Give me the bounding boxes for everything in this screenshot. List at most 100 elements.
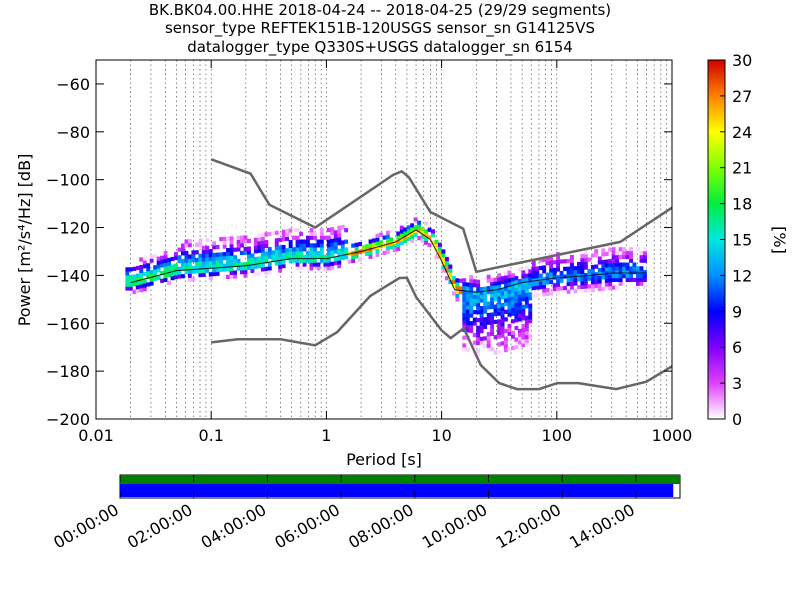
psd-cell bbox=[424, 236, 428, 241]
psd-cell bbox=[524, 296, 529, 301]
psd-cell bbox=[260, 263, 265, 268]
psd-cell bbox=[490, 304, 494, 310]
psd-cell bbox=[354, 242, 359, 247]
psd-cell bbox=[368, 250, 373, 255]
psd-cell bbox=[469, 321, 474, 326]
psd-cell bbox=[500, 322, 505, 327]
psd-cell bbox=[170, 256, 175, 262]
psd-cell bbox=[309, 262, 314, 267]
psd-cell bbox=[264, 259, 269, 264]
psd-cell bbox=[556, 275, 560, 280]
psd-cell bbox=[146, 274, 151, 279]
psd-cell bbox=[497, 292, 501, 297]
psd-cell bbox=[570, 285, 574, 290]
psd-cell bbox=[174, 252, 178, 257]
psd-cell bbox=[208, 260, 213, 265]
psd-cell bbox=[535, 266, 540, 271]
psd-cell bbox=[319, 251, 324, 256]
psd-cell bbox=[174, 267, 178, 272]
psd-cell bbox=[597, 275, 602, 280]
psd-cell bbox=[243, 269, 248, 274]
psd-cell bbox=[639, 251, 644, 256]
psd-cell bbox=[545, 257, 550, 262]
psd-cell bbox=[566, 278, 571, 283]
psd-cell bbox=[462, 308, 467, 313]
psd-cell bbox=[583, 265, 588, 270]
colorbar-tick-label: 15 bbox=[732, 231, 752, 250]
psd-cell bbox=[573, 277, 578, 282]
psd-cell bbox=[511, 292, 515, 297]
psd-cell bbox=[184, 266, 189, 271]
psd-cell bbox=[521, 327, 526, 332]
psd-cell bbox=[208, 256, 213, 262]
psd-cell bbox=[563, 266, 567, 271]
psd-cell bbox=[524, 292, 529, 297]
psd-cell bbox=[403, 235, 408, 240]
psd-cell bbox=[483, 305, 488, 310]
y-tick-label: −100 bbox=[46, 171, 90, 190]
psd-cell bbox=[434, 255, 439, 260]
psd-cell bbox=[493, 304, 498, 309]
psd-cell bbox=[517, 298, 522, 303]
psd-cell bbox=[528, 292, 533, 297]
x-tick-label: 0.01 bbox=[78, 426, 114, 445]
psd-cell bbox=[465, 316, 470, 321]
psd-cell bbox=[212, 272, 217, 277]
psd-cell bbox=[507, 324, 512, 329]
psd-cell bbox=[309, 266, 314, 271]
psd-cell bbox=[511, 284, 515, 289]
psd-cell bbox=[465, 309, 470, 314]
psd-cell bbox=[288, 255, 293, 260]
psd-cell bbox=[187, 269, 192, 274]
psd-cell bbox=[243, 262, 248, 267]
psd-cell bbox=[528, 280, 533, 285]
psd-cell bbox=[549, 272, 554, 277]
psd-cell bbox=[594, 276, 599, 281]
psd-cell bbox=[382, 250, 387, 255]
psd-cell bbox=[531, 270, 536, 275]
psd-cell bbox=[587, 276, 592, 281]
psd-cell bbox=[517, 309, 522, 314]
psd-cell bbox=[313, 247, 317, 252]
psd-cell bbox=[333, 245, 338, 250]
psd-cell bbox=[615, 262, 620, 267]
psd-cell bbox=[431, 240, 435, 245]
psd-cell bbox=[319, 258, 324, 263]
colorbar-tick-label: 6 bbox=[732, 338, 742, 357]
psd-cell bbox=[316, 251, 321, 256]
psd-cell bbox=[247, 238, 251, 243]
psd-cell bbox=[424, 221, 428, 226]
psd-cell bbox=[156, 268, 161, 273]
psd-cell bbox=[417, 224, 422, 229]
psd-cell bbox=[424, 229, 428, 234]
psd-cell bbox=[531, 266, 536, 272]
psd-cell bbox=[465, 305, 470, 310]
psd-cell bbox=[201, 257, 206, 262]
psd-cell bbox=[486, 301, 491, 306]
psd-cell bbox=[191, 250, 196, 255]
psd-cell bbox=[299, 243, 303, 248]
psd-cell bbox=[219, 263, 224, 268]
psd-cell bbox=[580, 254, 585, 259]
psd-cell bbox=[396, 246, 401, 251]
psd-cell bbox=[521, 308, 526, 313]
psd-cell bbox=[149, 273, 154, 278]
psd-cell bbox=[493, 350, 498, 355]
psd-cell bbox=[281, 256, 286, 261]
psd-cell bbox=[160, 259, 164, 264]
psd-cell bbox=[552, 267, 557, 272]
psd-cell bbox=[611, 285, 616, 290]
psd-cell bbox=[566, 258, 571, 264]
psd-cell bbox=[243, 273, 248, 278]
psd-cell bbox=[608, 262, 613, 268]
psd-cell bbox=[514, 341, 519, 346]
psd-cell bbox=[517, 286, 522, 291]
psd-cell bbox=[500, 303, 505, 308]
psd-cell bbox=[236, 247, 241, 252]
psd-cell bbox=[424, 240, 428, 245]
time-tick-label: 00:00:00 bbox=[50, 500, 122, 552]
psd-cell bbox=[615, 254, 620, 259]
psd-cell bbox=[413, 232, 418, 237]
psd-cell bbox=[177, 266, 182, 271]
psd-cell bbox=[226, 248, 230, 253]
